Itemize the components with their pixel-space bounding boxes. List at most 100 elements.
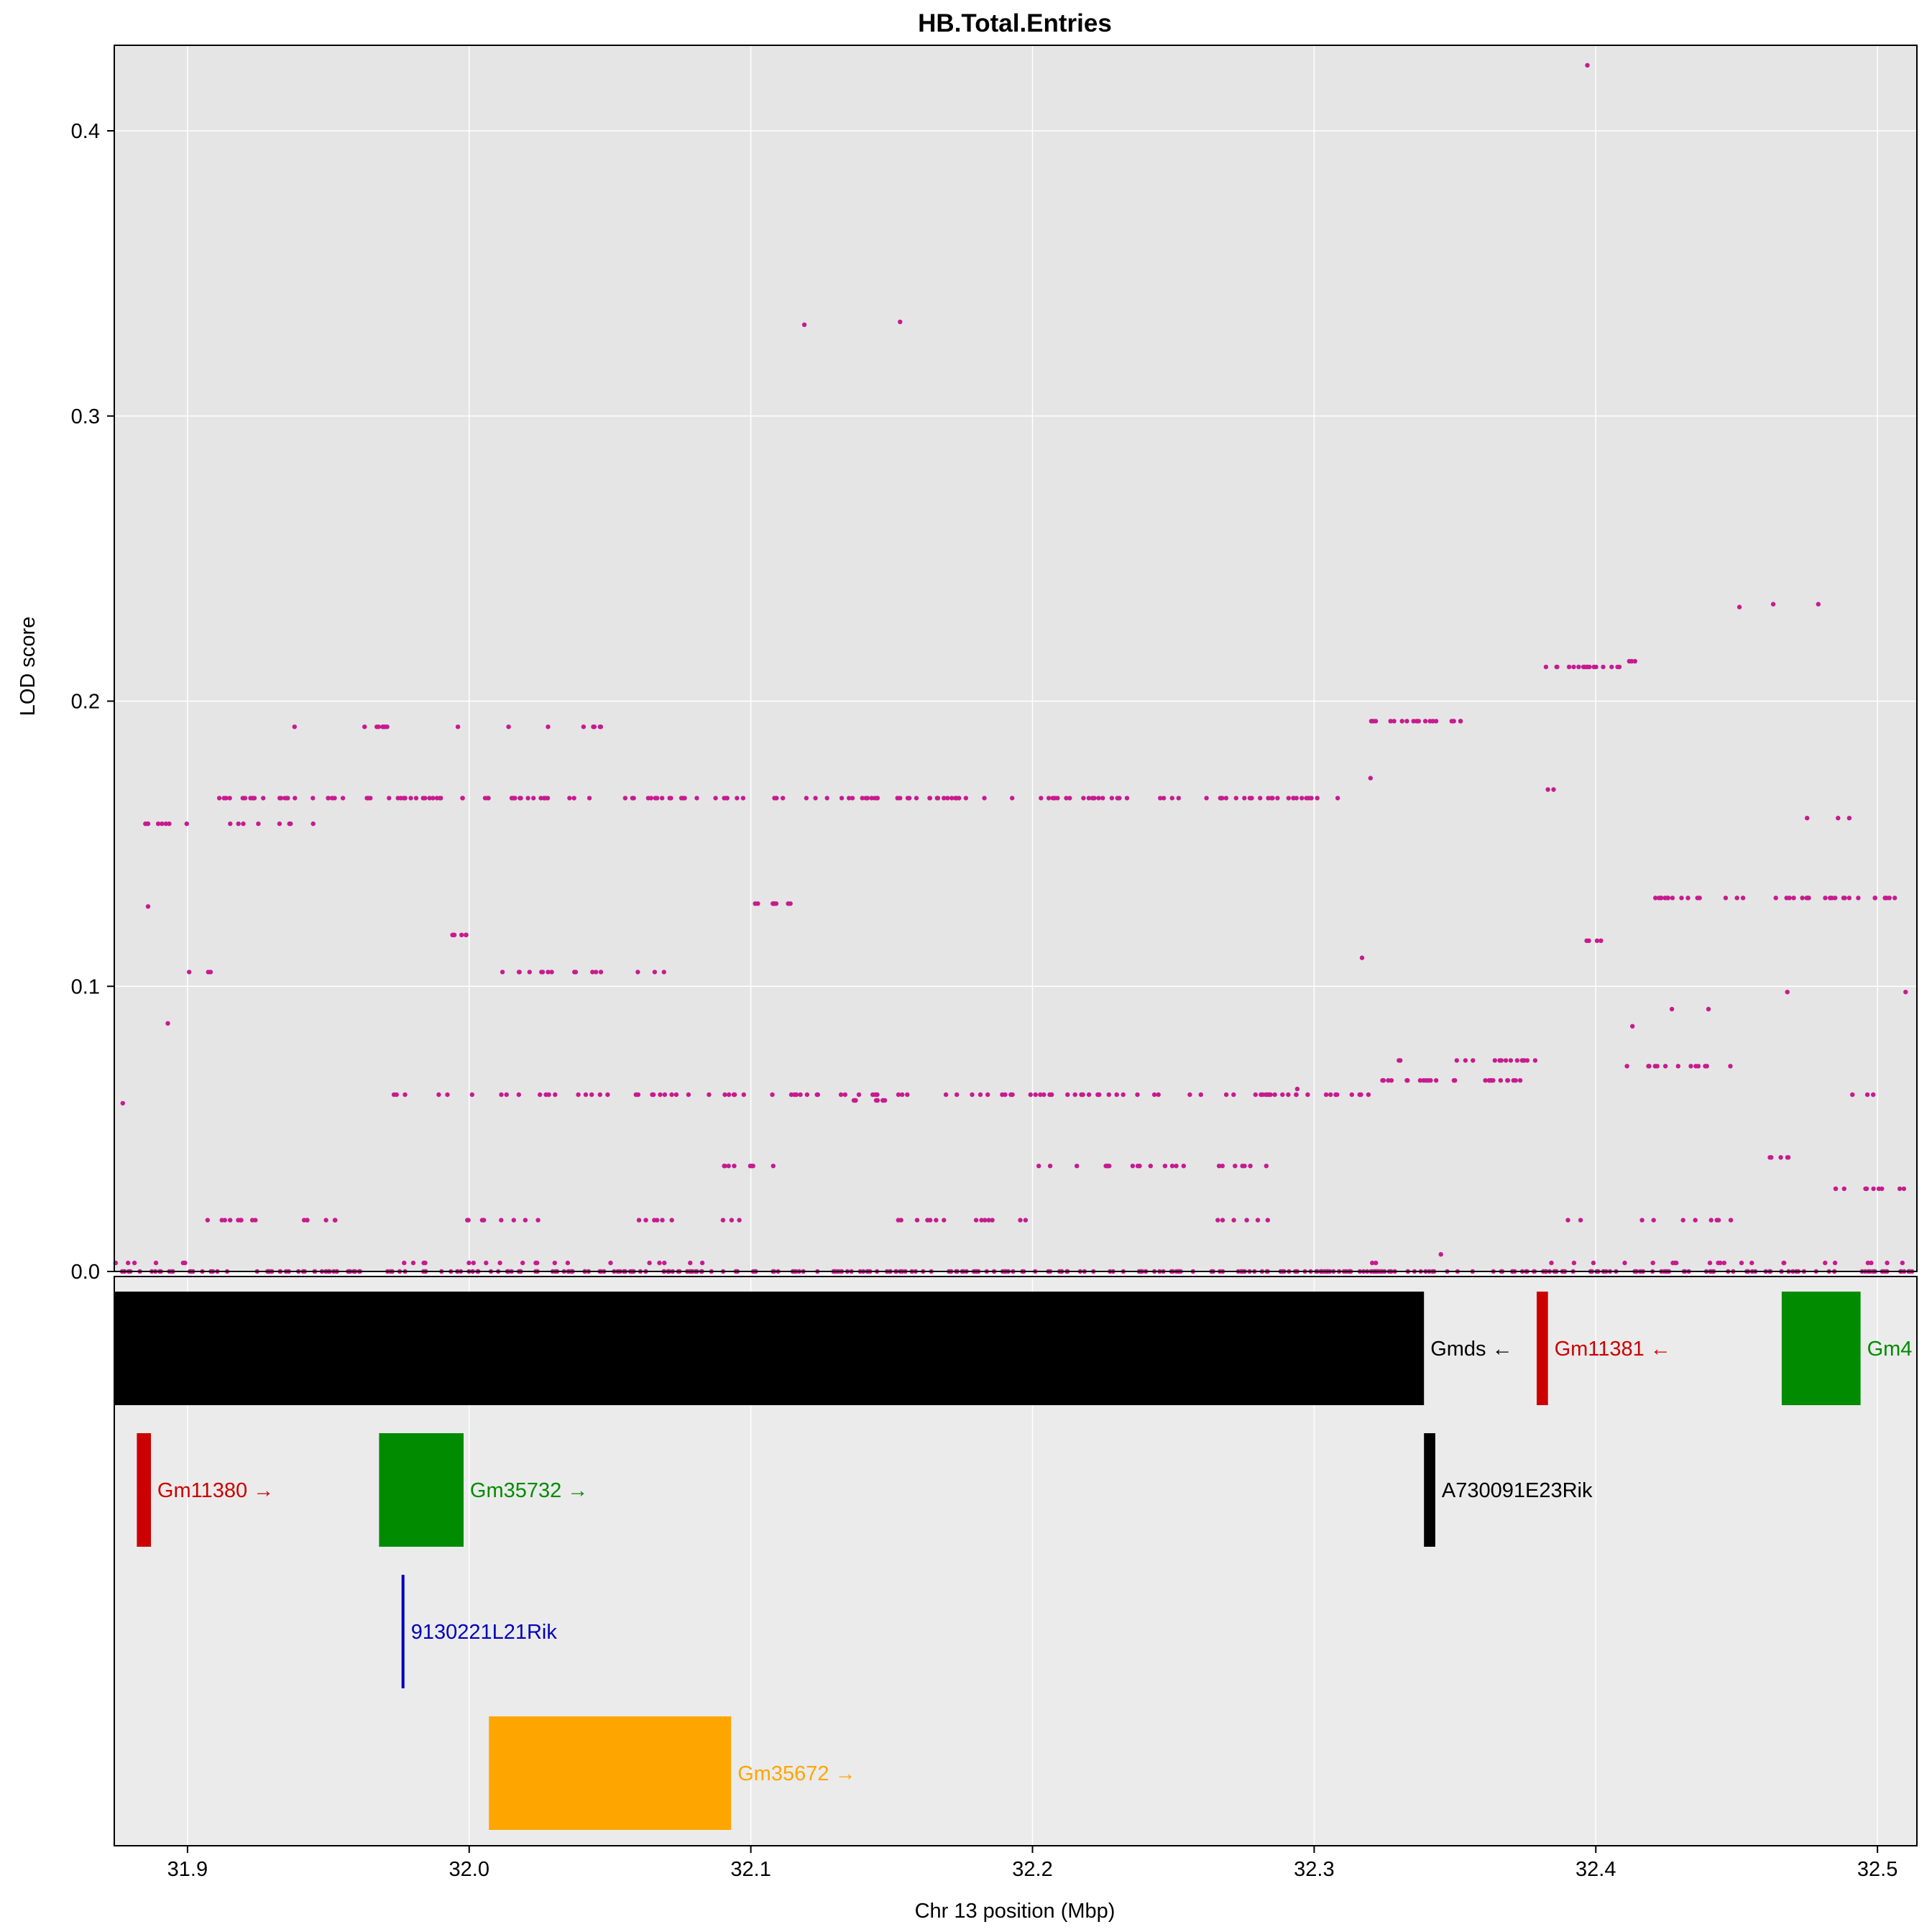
lod-point xyxy=(863,796,868,801)
lod-point xyxy=(1357,1092,1362,1098)
lod-point xyxy=(727,1092,732,1098)
lod-point xyxy=(1335,796,1340,801)
x-tick-label: 32.1 xyxy=(730,1858,770,1881)
lod-point xyxy=(1158,796,1163,801)
lod-point xyxy=(228,821,233,827)
lod-point xyxy=(401,796,406,801)
lod-point xyxy=(737,1218,742,1223)
lod-point xyxy=(943,1092,949,1098)
lod-point xyxy=(1392,719,1397,724)
lod-point xyxy=(905,1092,910,1098)
lod-point xyxy=(643,1218,648,1223)
lod-point xyxy=(236,821,241,827)
lod-point xyxy=(1805,896,1811,901)
x-tick-label: 31.9 xyxy=(167,1858,208,1881)
gene-bar-gm35672 xyxy=(489,1716,732,1830)
lod-point xyxy=(1865,1260,1871,1266)
lod-point xyxy=(1405,1078,1410,1083)
lod-point xyxy=(662,1260,667,1266)
lod-point xyxy=(1294,1086,1300,1092)
lod-point xyxy=(669,1218,674,1223)
lod-point xyxy=(1422,719,1428,724)
lod-point xyxy=(288,821,293,827)
lod-point xyxy=(978,1092,983,1098)
lod-point xyxy=(184,821,189,827)
lod-point xyxy=(1399,719,1404,724)
lod-point xyxy=(310,796,316,801)
lod-point xyxy=(145,821,150,827)
lod-point xyxy=(427,796,432,801)
y-tick-label: 0.1 xyxy=(71,975,100,998)
lod-point xyxy=(1532,1058,1538,1063)
lod-point xyxy=(402,1260,407,1266)
lod-point xyxy=(1675,1064,1680,1069)
lod-point xyxy=(1086,796,1092,801)
lod-point xyxy=(445,1092,450,1098)
lod-point xyxy=(605,1092,610,1098)
lod-point xyxy=(1086,1092,1092,1098)
lod-point xyxy=(518,796,523,801)
lod-point xyxy=(374,724,380,730)
gene-bar-gm11380 xyxy=(137,1433,151,1547)
lod-point xyxy=(636,1218,642,1223)
lod-point xyxy=(788,1092,794,1098)
lod-point xyxy=(1121,1092,1126,1098)
lod-point xyxy=(1591,664,1596,670)
lod-point xyxy=(813,796,818,801)
lod-point xyxy=(1693,1064,1698,1069)
lod-point xyxy=(1263,1092,1269,1098)
lod-point xyxy=(1064,796,1069,801)
lod-point xyxy=(1864,1092,1870,1098)
lod-point xyxy=(506,724,511,730)
lod-point xyxy=(1586,938,1591,944)
lod-point xyxy=(954,1092,960,1098)
lod-point xyxy=(694,796,699,801)
lod-point xyxy=(464,932,469,938)
lod-point xyxy=(1632,658,1637,664)
lod-point xyxy=(1097,1092,1102,1098)
lod-point xyxy=(905,796,911,801)
lod-point xyxy=(953,796,958,801)
lod-point xyxy=(655,1218,660,1223)
lod-point xyxy=(332,796,337,801)
lod-point xyxy=(1315,796,1320,801)
lod-point xyxy=(1693,1218,1698,1223)
lod-point xyxy=(860,796,865,801)
lod-point xyxy=(1114,1092,1119,1098)
lod-point xyxy=(1368,776,1374,781)
lod-point xyxy=(1499,1058,1504,1063)
x-tick-label: 32.3 xyxy=(1294,1858,1334,1881)
lod-point xyxy=(160,821,165,827)
lod-point xyxy=(1265,1218,1271,1223)
lod-point xyxy=(875,1098,880,1103)
lod-point xyxy=(1571,664,1576,670)
lod-point xyxy=(1721,1260,1726,1266)
lod-point xyxy=(713,796,718,801)
lod-point xyxy=(1871,1186,1876,1192)
lod-point xyxy=(990,1218,995,1223)
lod-point xyxy=(1067,796,1072,801)
lod-point xyxy=(423,1260,428,1266)
lod-point xyxy=(228,1218,233,1223)
lod-point xyxy=(553,1092,558,1098)
lod-point xyxy=(635,970,640,975)
lod-point xyxy=(1156,1092,1161,1098)
gene-label-gm11380: Gm11380 → xyxy=(157,1479,274,1502)
lod-point xyxy=(1836,816,1841,821)
lod-point xyxy=(1670,896,1675,901)
lod-point xyxy=(1718,1260,1723,1266)
lod-point xyxy=(1841,896,1846,901)
gene-bar-gm4 xyxy=(1781,1292,1861,1405)
lod-point xyxy=(1451,1078,1457,1083)
lod-point xyxy=(1072,1092,1077,1098)
lod-point xyxy=(497,1260,502,1266)
lod-point xyxy=(538,796,543,801)
lod-point xyxy=(1463,1058,1468,1063)
gene-label-gm35672: Gm35672 → xyxy=(737,1762,855,1785)
lod-point xyxy=(549,970,554,975)
lod-point xyxy=(535,1260,540,1266)
lod-point xyxy=(1650,1260,1655,1266)
lod-point xyxy=(256,821,261,827)
lod-point xyxy=(1591,1260,1596,1266)
lod-point xyxy=(1065,1092,1070,1098)
